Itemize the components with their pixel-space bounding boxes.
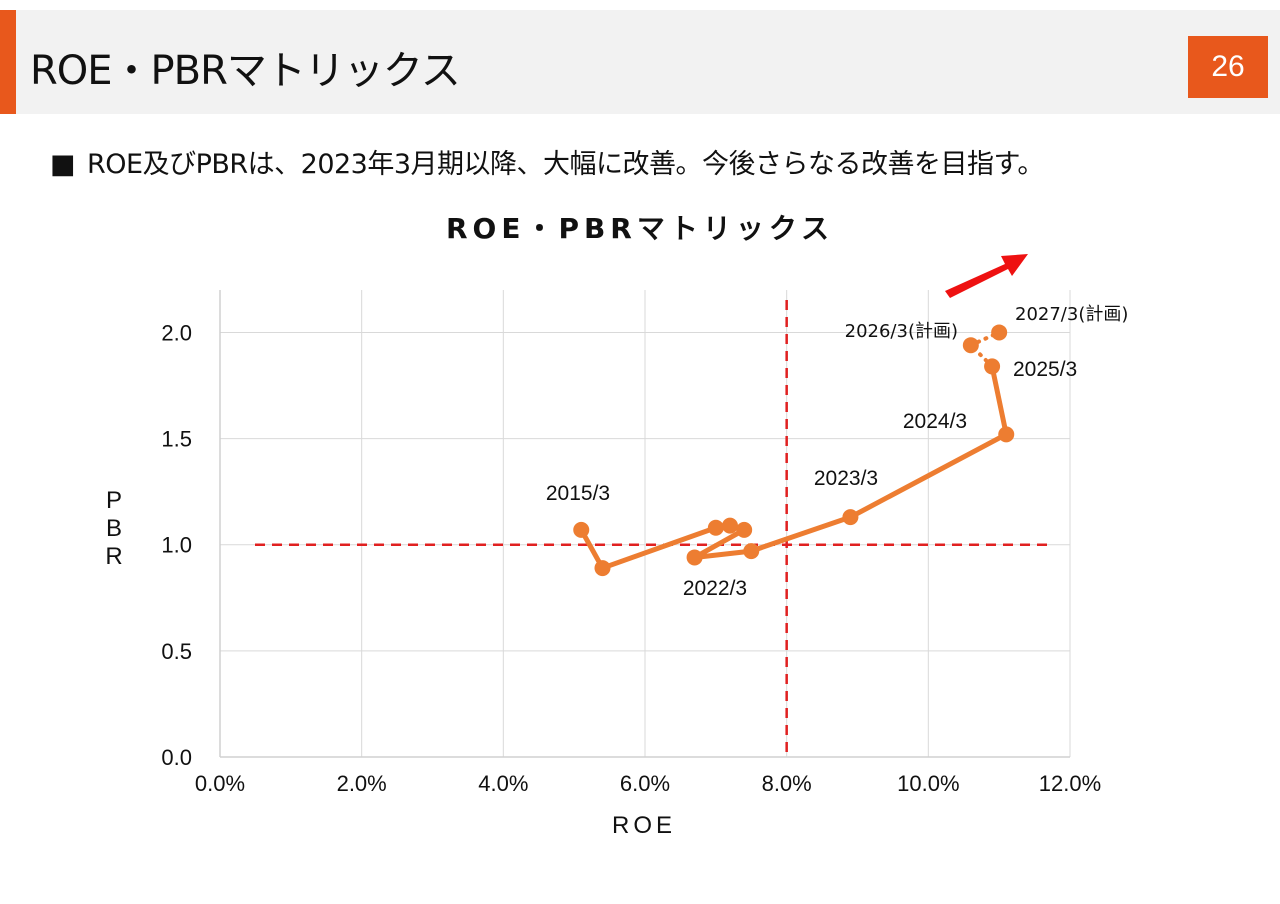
x-tick-label: 6.0%	[620, 771, 670, 796]
plan-data-point	[962, 337, 979, 354]
x-tick-label: 12.0%	[1039, 771, 1101, 796]
series-line	[578, 363, 1009, 571]
x-tick-label: 10.0%	[897, 771, 959, 796]
data-point	[736, 521, 753, 538]
data-point	[842, 509, 859, 526]
x-tick-label: 8.0%	[762, 771, 812, 796]
data-point	[573, 521, 590, 538]
trend-arrow-icon	[945, 254, 1028, 298]
summary-bullet: ■ ROE及びPBRは、2023年3月期以降、大幅に改善。今後さらなる改善を目指す…	[50, 142, 1044, 181]
point-label: 2024/3	[903, 410, 967, 433]
summary-text: ROE及びPBRは、2023年3月期以降、大幅に改善。今後さらなる改善を目指す。	[87, 149, 1044, 180]
data-point	[984, 358, 1001, 375]
point-label: 2015/3	[546, 482, 610, 505]
plan-data-point	[991, 324, 1008, 341]
data-series	[573, 324, 1015, 577]
y-tick-label: 1.0	[161, 533, 192, 558]
data-point	[998, 426, 1015, 443]
point-label: 2027/3(計画)	[1015, 304, 1128, 325]
y-tick-label: 0.5	[161, 639, 192, 664]
axes: 0.0% 2.0% 4.0% 6.0% 8.0% 10.0% 12.0% 0.0 0.5 1.0 1…	[161, 290, 1101, 796]
chart-title: ROE・PBRマトリックス	[446, 212, 834, 245]
y-axis-title: PBR	[105, 487, 126, 570]
point-label: 2026/3(計画)	[845, 321, 958, 342]
point-label: 2023/3	[814, 467, 878, 490]
y-axis-title-char: R	[105, 543, 126, 570]
point-label: 2025/3	[1013, 358, 1077, 381]
data-point	[743, 543, 760, 560]
reference-lines	[255, 300, 1050, 752]
x-axis-title: ROE	[612, 812, 676, 839]
y-tick-label: 0.0	[161, 745, 192, 770]
data-point	[686, 549, 703, 566]
page-number-badge: 26	[1188, 36, 1268, 98]
point-label: 2022/3	[683, 577, 747, 600]
grid-lines	[220, 290, 1071, 757]
point-labels: 2015/3 2022/3 2023/3 2024/3 2025/3 2026/3(計画)…	[546, 304, 1128, 600]
bullet-square-icon: ■	[50, 149, 76, 180]
x-tick-label: 2.0%	[337, 771, 387, 796]
header-accent-bar	[0, 10, 16, 114]
data-point	[594, 560, 611, 577]
y-axis-title-char: P	[106, 487, 126, 514]
x-tick-label: 4.0%	[478, 771, 528, 796]
y-tick-label: 1.5	[161, 427, 192, 452]
data-point	[707, 519, 724, 536]
y-tick-label: 2.0	[161, 320, 192, 345]
page-title: ROE・PBRマトリックス	[30, 48, 461, 94]
data-point	[722, 517, 738, 534]
y-axis-title-char: B	[106, 515, 126, 542]
x-tick-label: 0.0%	[195, 771, 245, 796]
header-bar: ROE・PBRマトリックス 26	[0, 10, 1280, 114]
roe-pbr-chart: ROE・PBRマトリックス 0.0% 2.0% 4.0% 6.0% 8.0% 10.0% 1…	[105, 212, 1128, 839]
